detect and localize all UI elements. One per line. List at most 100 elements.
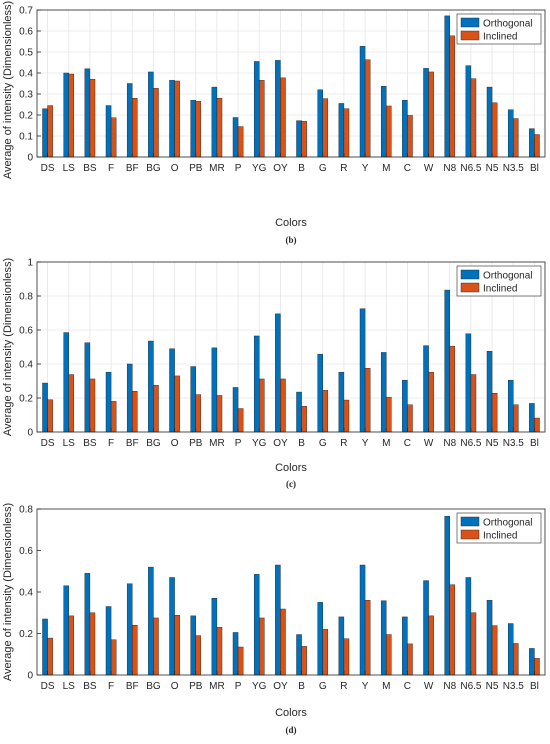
bar-inclined-DS [47, 105, 53, 158]
x-tick-label: F [108, 163, 114, 174]
bar-orthogonal-BS [84, 68, 91, 158]
bar-inclined-BS [89, 378, 96, 433]
bar-orthogonal-C [402, 379, 408, 433]
legend: Orthogonal Inclined [456, 265, 542, 297]
legend: Orthogonal Inclined [456, 13, 542, 45]
x-tick-label: OY [273, 163, 288, 174]
bar-orthogonal-N3.5 [507, 109, 514, 158]
legend-label-inclined: Inclined [483, 531, 517, 542]
bar-orthogonal-BF [126, 363, 133, 433]
legend-label-orthogonal: Orthogonal [483, 271, 532, 282]
bar-orthogonal-BG [148, 71, 154, 158]
bar-inclined-N5 [491, 102, 498, 158]
y-tick-label: 0.6 [19, 27, 33, 38]
bar-inclined-BF [132, 97, 138, 158]
x-tick-label: Y [362, 438, 369, 449]
y-tick-label: 0.1 [19, 132, 33, 143]
x-tick-label: N3.5 [503, 438, 525, 449]
bar-orthogonal-N5 [486, 351, 493, 433]
x-tick-label: BS [83, 438, 97, 449]
x-tick-label: N3.5 [503, 163, 525, 174]
x-tick-label: N5 [486, 163, 499, 174]
bar-orthogonal-BG [148, 340, 154, 433]
bar-inclined-BG [153, 385, 159, 433]
bar-orthogonal-F [105, 371, 112, 433]
bar-inclined-P [237, 646, 244, 676]
x-tick-label: N6.5 [460, 681, 482, 692]
bar-orthogonal-N8 [444, 289, 450, 433]
x-tick-label: DS [41, 438, 55, 449]
x-tick-label: W [424, 681, 434, 692]
bar-inclined-R [343, 399, 350, 433]
bar-inclined-YG [259, 80, 265, 158]
bar-orthogonal-PB [190, 100, 196, 158]
bar-inclined-BF [132, 391, 138, 433]
bar-inclined-OY [280, 378, 286, 433]
x-axis-label: Colors [275, 707, 307, 719]
bar-inclined-G [322, 98, 329, 158]
bar-orthogonal-DS [42, 108, 48, 158]
bar-orthogonal-O [169, 577, 175, 676]
bar-inclined-C [407, 115, 413, 158]
bar-orthogonal-M [380, 86, 387, 158]
y-tick-label: 0.7 [19, 6, 33, 17]
bar-orthogonal-P [232, 117, 239, 158]
y-tick-label: 0.4 [19, 360, 33, 371]
bar-inclined-N5 [491, 625, 498, 676]
x-tick-label: G [319, 681, 327, 692]
bar-inclined-Bl [534, 658, 540, 676]
bar-orthogonal-YG [253, 61, 260, 158]
legend-swatch-inclined [460, 30, 480, 41]
bar-orthogonal-MR [211, 598, 218, 676]
x-tick-label: Y [362, 681, 369, 692]
bar-inclined-BS [89, 79, 96, 158]
legend-swatch-orthogonal [460, 516, 480, 527]
legend-swatch-inclined [460, 282, 480, 293]
bar-orthogonal-F [105, 606, 112, 676]
bar-inclined-M [386, 634, 392, 676]
bar-orthogonal-MR [211, 347, 218, 433]
bar-orthogonal-LS [63, 332, 69, 433]
legend-swatch-orthogonal [460, 17, 480, 28]
bar-inclined-O [174, 615, 180, 676]
x-tick-label: N6.5 [460, 438, 482, 449]
bar-inclined-BG [153, 88, 159, 158]
bar-inclined-Bl [534, 417, 540, 433]
x-tick-label: MR [209, 163, 225, 174]
x-tick-label: O [171, 681, 179, 692]
x-tick-label: MR [209, 438, 225, 449]
bar-orthogonal-BS [84, 573, 91, 676]
bar-orthogonal-N5 [486, 86, 493, 158]
bar-orthogonal-N6.5 [465, 333, 472, 433]
bar-inclined-LS [68, 374, 75, 433]
bar-orthogonal-YG [253, 574, 260, 676]
x-tick-label: P [235, 438, 242, 449]
bar-orthogonal-W [423, 345, 429, 433]
bar-inclined-PB [195, 101, 202, 158]
bar-inclined-B [301, 646, 307, 676]
bar-inclined-N6.5 [470, 612, 477, 676]
x-tick-label: O [171, 438, 179, 449]
bar-orthogonal-W [423, 580, 429, 676]
x-tick-label: R [340, 438, 347, 449]
y-tick-label: 0.3 [19, 90, 33, 101]
bar-inclined-YG [259, 378, 265, 433]
bar-inclined-O [174, 80, 180, 158]
y-tick-label: 0.8 [19, 505, 33, 516]
bar-orthogonal-BS [84, 342, 91, 433]
bar-inclined-M [386, 396, 392, 433]
x-tick-label: N6.5 [460, 163, 482, 174]
x-tick-label: G [319, 163, 327, 174]
x-tick-label: BS [83, 163, 97, 174]
bar-orthogonal-BF [126, 83, 133, 158]
bar-inclined-BF [132, 625, 138, 676]
bar-orthogonal-LS [63, 72, 69, 158]
bar-inclined-N5 [491, 393, 498, 433]
bar-orthogonal-Y [359, 46, 366, 158]
bar-inclined-W [428, 615, 434, 676]
x-tick-label: B [298, 681, 305, 692]
chart-panel-2: 00.20.40.60.8DS LS BS F BF BG O PB MR P YG OY B G R Y M C… [2, 503, 546, 735]
bar-orthogonal-Bl [529, 128, 535, 158]
